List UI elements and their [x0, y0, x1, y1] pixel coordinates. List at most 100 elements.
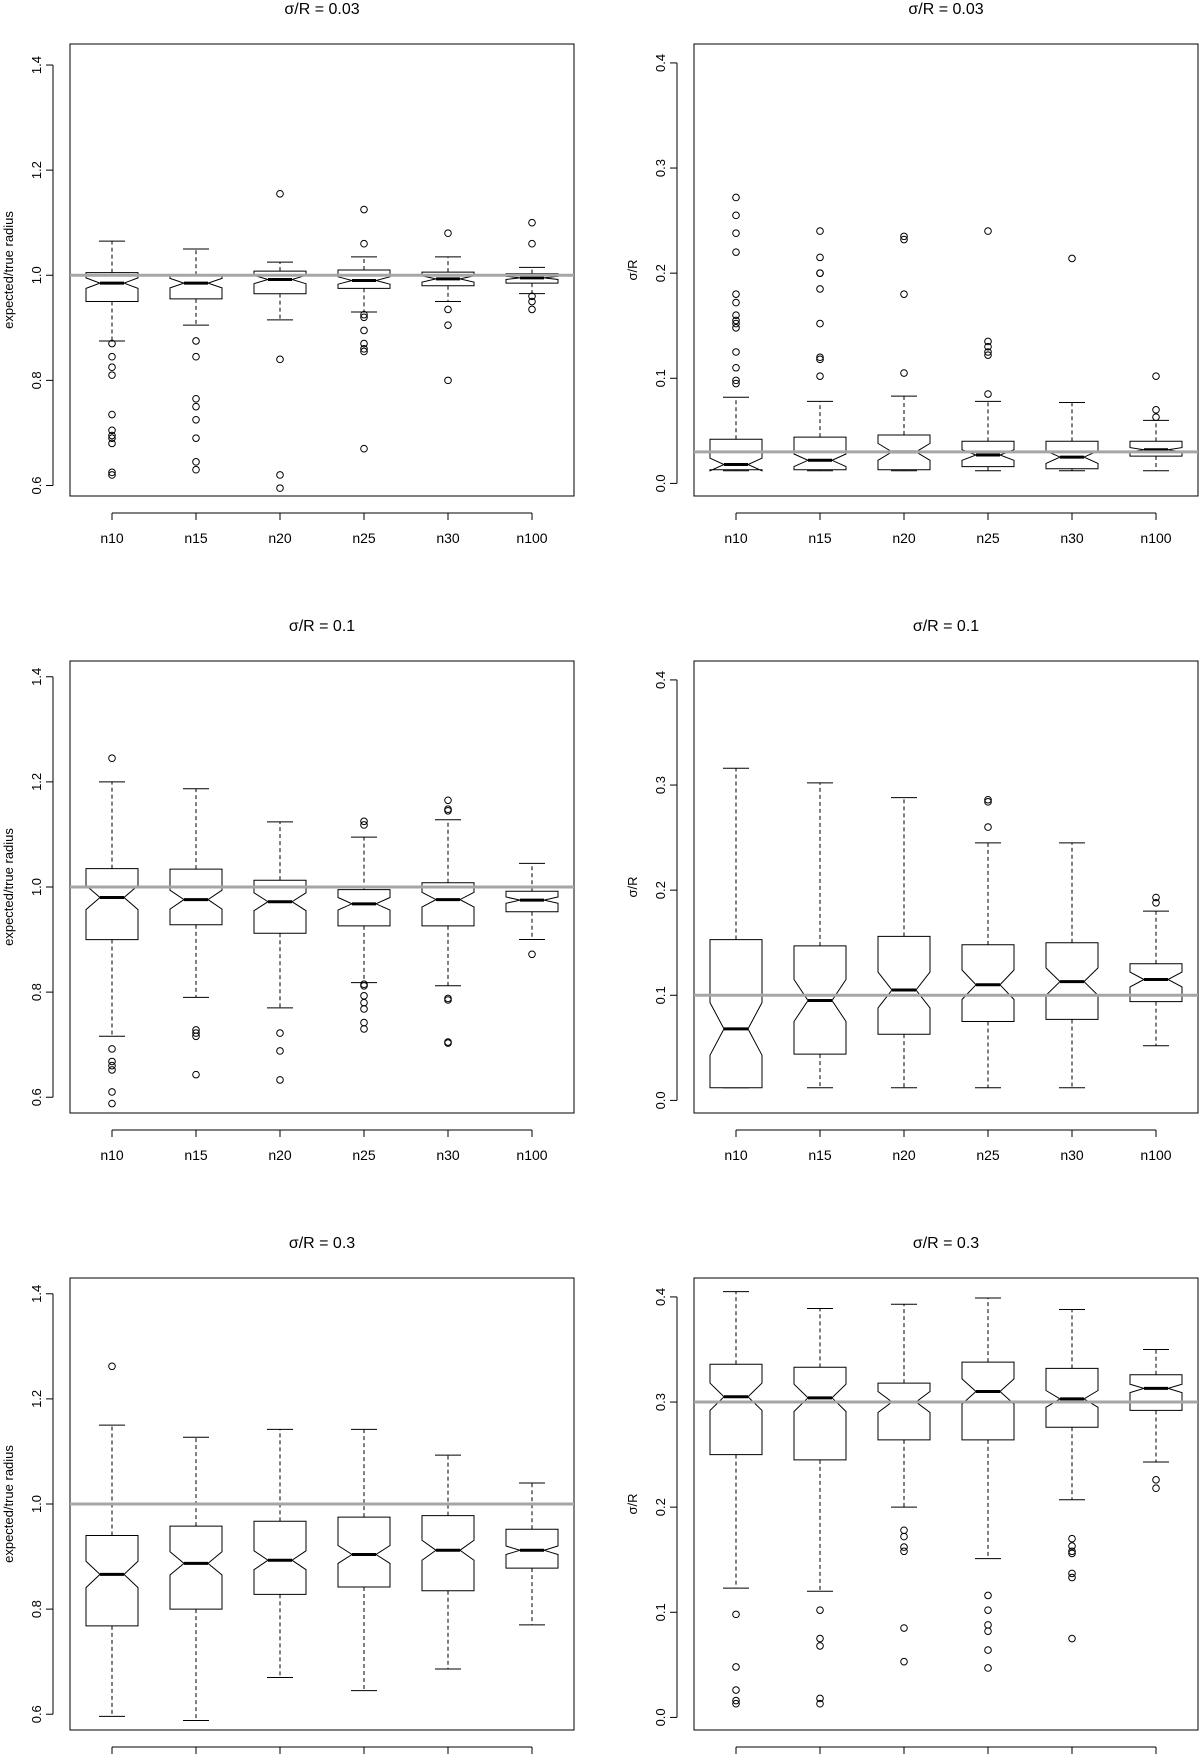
- outlier-point: [108, 434, 116, 442]
- panel-title: σ/R = 0.03: [284, 1, 359, 18]
- x-tick-label: n20: [268, 1147, 292, 1163]
- outlier-point: [360, 1025, 368, 1033]
- notched-box: [337, 1516, 391, 1588]
- y-axis-label: expected/true radius: [1, 1445, 16, 1563]
- box-n30: [1045, 842, 1099, 1089]
- outlier-point: [900, 1543, 908, 1551]
- outlier-point: [984, 823, 992, 831]
- notched-box: [85, 272, 139, 302]
- y-tick-label: 0.3: [653, 776, 668, 794]
- notched-box: [169, 868, 223, 926]
- y-tick-label: 0.2: [653, 1498, 668, 1516]
- outlier-point: [900, 1657, 908, 1666]
- outlier-point: [360, 998, 368, 1007]
- panel-title: σ/R = 0.3: [913, 1235, 979, 1252]
- outlier-point: [984, 348, 992, 356]
- outlier-point: [732, 290, 740, 298]
- y-tick-label: 0.1: [653, 1603, 668, 1621]
- outlier-point: [192, 1029, 200, 1037]
- x-tick-label: n15: [808, 530, 832, 546]
- outlier-point: [360, 444, 368, 453]
- outlier-point: [108, 431, 116, 440]
- outlier-point: [108, 1061, 116, 1070]
- plot-frame: [693, 43, 1199, 497]
- x-tick-label: n100: [516, 1147, 547, 1163]
- outlier-point: [360, 821, 368, 829]
- outlier-point: [1068, 1573, 1076, 1582]
- box-n30: [421, 229, 475, 385]
- box-n20: [877, 232, 931, 472]
- outlier-point: [444, 805, 452, 814]
- outlier-point: [1152, 372, 1160, 380]
- y-tick-label: 0.4: [653, 54, 668, 72]
- outlier-point: [732, 376, 740, 385]
- outlier-point: [192, 415, 200, 424]
- notched-box: [85, 868, 139, 941]
- outlier-point: [108, 1362, 116, 1371]
- box-n30: [1045, 254, 1099, 472]
- outlier-point: [984, 798, 992, 806]
- outlier-point: [732, 311, 740, 320]
- y-tick-label: 1.0: [29, 878, 44, 896]
- outlier-point: [900, 1547, 908, 1556]
- outlier-point: [528, 218, 536, 227]
- y-tick-label: 0.6: [29, 1705, 44, 1723]
- panel-title: σ/R = 0.3: [289, 1235, 355, 1252]
- notched-box: [85, 1535, 139, 1627]
- panel-3: σ/R = 0.1 0.6 0.8 1.0 1.2 1.4 expected/true ra…: [1, 618, 575, 1163]
- outlier-point: [528, 292, 536, 301]
- outlier-point: [108, 1045, 116, 1053]
- outlier-point: [984, 351, 992, 359]
- outlier-point: [732, 319, 740, 328]
- box-n20: [877, 1303, 931, 1666]
- outlier-point: [192, 458, 200, 466]
- outlier-point: [816, 1699, 824, 1708]
- outlier-point: [732, 1686, 740, 1694]
- outlier-point: [816, 353, 824, 362]
- y-tick-label: 0.6: [29, 1088, 44, 1106]
- outlier-point: [108, 352, 116, 361]
- outlier-point: [192, 352, 200, 361]
- outlier-point: [732, 248, 740, 256]
- outlier-point: [900, 1526, 908, 1535]
- outlier-point: [900, 1624, 908, 1632]
- outlier-point: [900, 369, 908, 377]
- panel-1: σ/R = 0.03 0.6 0.8 1.0 1.2 1.4 expected/true r…: [1, 1, 575, 546]
- box-n25: [961, 795, 1015, 1089]
- box-n15: [169, 1436, 223, 1722]
- outlier-point: [732, 298, 740, 307]
- outlier-point: [732, 1696, 740, 1705]
- outlier-point: [444, 806, 452, 815]
- outlier-point: [984, 342, 992, 351]
- y-axis-label: expected/true radius: [1, 211, 16, 329]
- outlier-point: [108, 1057, 116, 1066]
- outlier-point: [360, 982, 368, 990]
- panel-title: σ/R = 0.1: [289, 618, 355, 635]
- outlier-point: [108, 471, 116, 479]
- y-tick-label: 1.4: [29, 1285, 44, 1303]
- outlier-point: [984, 390, 992, 398]
- notched-box: [253, 879, 307, 934]
- box-n10: [85, 754, 139, 1108]
- y-tick-label: 0.4: [653, 1288, 668, 1306]
- box-n15: [793, 227, 847, 472]
- outlier-point: [1152, 898, 1160, 907]
- y-tick-label: 0.3: [653, 159, 668, 177]
- x-tick-label: n10: [724, 1147, 748, 1163]
- box-n10: [85, 240, 139, 479]
- outlier-point: [984, 795, 992, 804]
- outlier-point: [1068, 1547, 1076, 1556]
- outlier-point: [732, 316, 740, 325]
- x-tick-label: n25: [352, 1147, 376, 1163]
- notched-box: [169, 1525, 223, 1610]
- box-n10: [709, 1291, 763, 1708]
- outlier-point: [900, 290, 908, 298]
- outlier-point: [816, 1642, 824, 1650]
- outlier-point: [732, 229, 740, 238]
- y-tick-label: 0.0: [653, 474, 668, 492]
- outlier-point: [984, 1627, 992, 1635]
- y-tick-label: 1.2: [29, 161, 44, 179]
- plot-frame: [693, 1277, 1199, 1731]
- outlier-point: [108, 1099, 116, 1108]
- x-tick-label: n20: [892, 530, 916, 546]
